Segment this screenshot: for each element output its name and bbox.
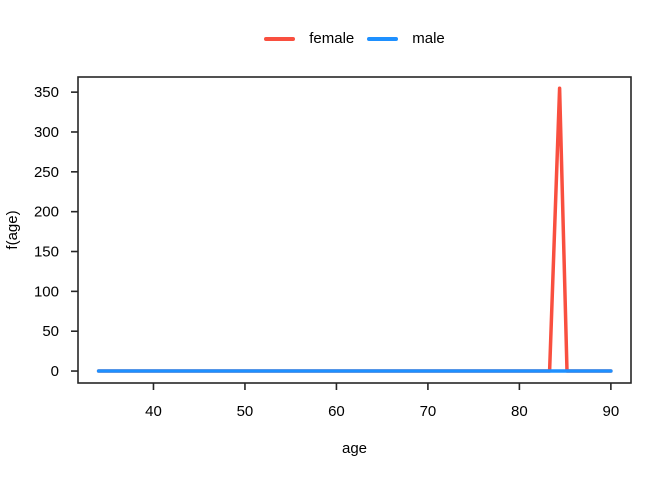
legend-label-male: male — [412, 30, 445, 47]
legend-label-female: female — [309, 30, 355, 47]
series-line-female — [96, 86, 613, 373]
chart-legend: female male — [78, 30, 631, 47]
y-tick-label: 250 — [34, 164, 59, 181]
y-tick-label: 0 — [51, 363, 59, 380]
x-tick-label: 90 — [603, 403, 620, 420]
legend-line-swatch-female — [264, 36, 296, 41]
series-layer — [96, 86, 613, 373]
y-tick-label: 200 — [34, 204, 59, 221]
x-tick-label: 60 — [328, 403, 345, 420]
legend-entry-male: male — [367, 30, 445, 47]
x-axis: 40 50 60 70 80 90 — [145, 383, 619, 420]
y-tick-label: 300 — [34, 124, 59, 141]
legend-entry-female: female — [264, 30, 354, 47]
x-tick-label: 70 — [420, 403, 437, 420]
plot-box — [77, 76, 632, 384]
legend-line-swatch-male — [367, 36, 399, 41]
x-axis-label: age — [342, 440, 367, 457]
y-tick-label: 150 — [34, 244, 59, 261]
y-tick-label: 350 — [34, 84, 59, 101]
x-tick-label: 40 — [145, 403, 162, 420]
y-axis-label: f(age) — [4, 210, 21, 249]
x-tick-label: 50 — [237, 403, 254, 420]
y-axis: 0 50 100 150 200 250 300 350 — [34, 84, 78, 380]
x-tick-label: 80 — [511, 403, 528, 420]
y-tick-label: 100 — [34, 283, 59, 300]
y-tick-label: 50 — [42, 323, 59, 340]
